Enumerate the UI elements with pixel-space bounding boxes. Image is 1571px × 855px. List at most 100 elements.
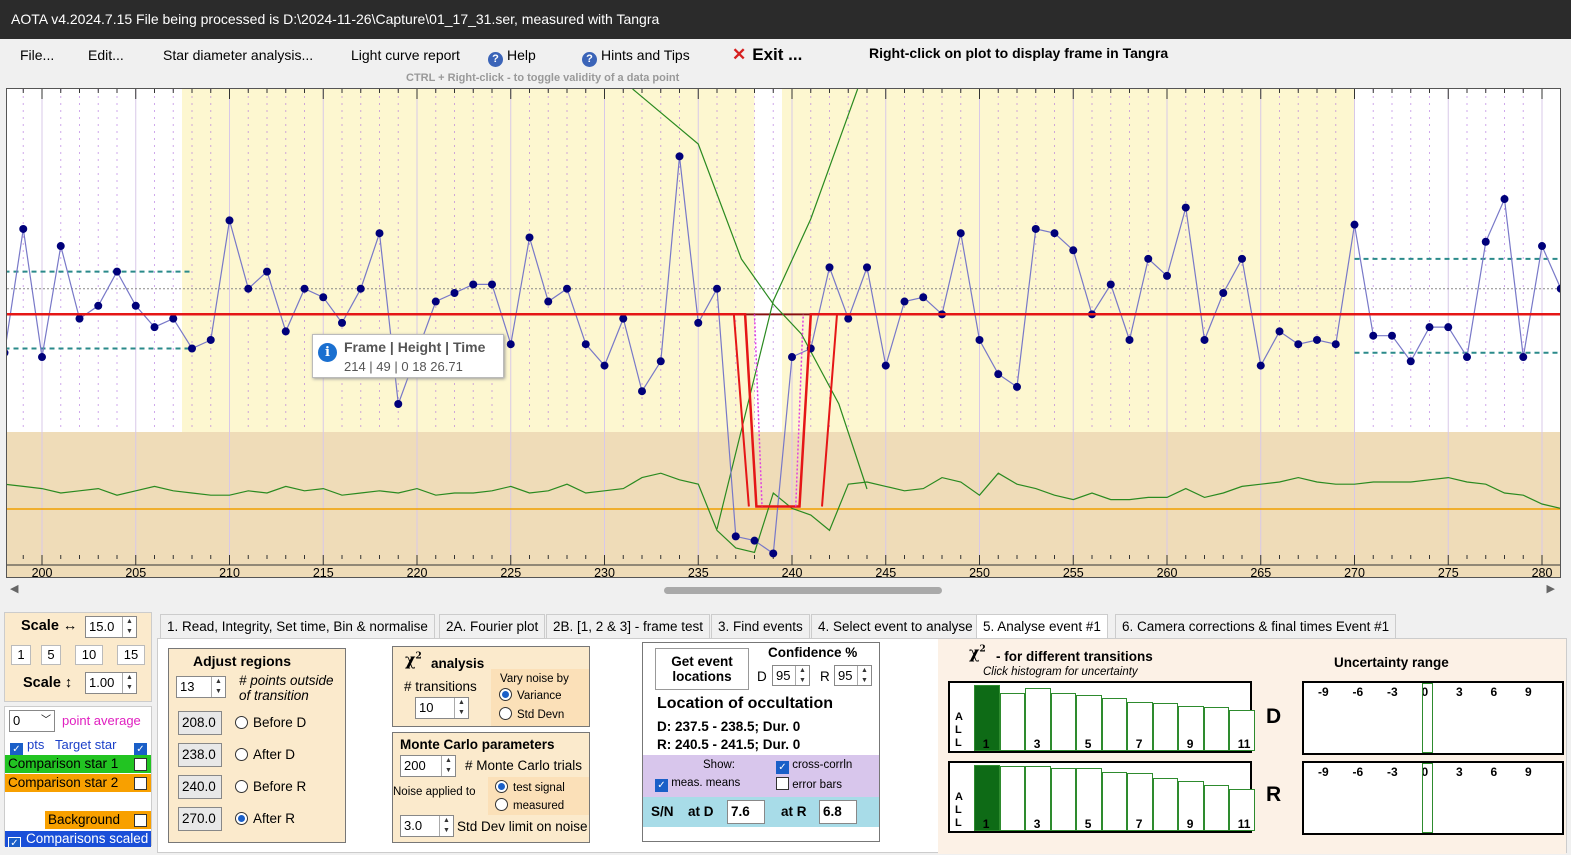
spin-arrows-icon[interactable]: ▲ ▼ <box>122 617 136 637</box>
histogram-bar[interactable] <box>1076 694 1102 751</box>
adjust-regions-box: Adjust regions 13 ▲ ▼ # points outside of … <box>168 648 346 843</box>
event-location-box: Get event locations Confidence % D 95 ▲ ▼ R… <box>642 642 880 842</box>
menu-edit[interactable]: Edit... <box>88 47 124 63</box>
transitions-input[interactable]: 10 ▲ ▼ <box>415 697 469 719</box>
target-star-checkbox[interactable]: ✓ <box>134 738 147 756</box>
std-devn-radio[interactable]: Std Devn <box>499 707 564 721</box>
comparison-star-1-checkbox[interactable] <box>134 757 147 772</box>
before-r-radio[interactable]: Before R <box>235 779 306 794</box>
histogram-bar[interactable] <box>999 692 1025 751</box>
chi2-transitions-title: - for different transitions <box>996 649 1153 664</box>
tooltip-value: 214 | 49 | 0 18 26.71 <box>344 359 463 374</box>
plot-scrollbar[interactable]: ◀ ▶ <box>6 580 1561 600</box>
menu-star-diameter[interactable]: Star diameter analysis... <box>163 47 314 63</box>
chi2-histogram-d[interactable]: A L L 1 3 5 7 9 11 <box>948 681 1255 753</box>
error-bars-checkbox[interactable]: error bars <box>776 777 842 791</box>
monte-carlo-trials-input[interactable]: 200 ▲ ▼ <box>400 755 456 777</box>
pts-checkbox[interactable]: ✓ <box>10 738 23 756</box>
exit-button[interactable]: ✕ Exit ... <box>732 45 802 65</box>
point-average-select[interactable]: 0 ﹀ <box>9 710 55 732</box>
data-point <box>1444 323 1453 332</box>
menu-light-curve-report[interactable]: Light curve report <box>351 47 460 63</box>
before-d-radio[interactable]: Before D <box>235 715 306 730</box>
spin-arrows-icon[interactable]: ▲ ▼ <box>795 666 809 685</box>
data-point <box>113 267 121 276</box>
histogram-bar[interactable] <box>1050 767 1076 831</box>
comparisons-scaled-row: ✓ Comparisons scaled <box>5 831 151 847</box>
histogram-bar[interactable] <box>1178 780 1204 831</box>
test-signal-radio[interactable]: test signal <box>495 780 565 794</box>
spin-arrows-icon[interactable]: ▲ ▼ <box>441 756 455 776</box>
background-checkbox[interactable] <box>134 813 147 828</box>
std-dev-limit-input[interactable]: 3.0 ▲ ▼ <box>400 815 454 837</box>
scale-v-input[interactable]: 1.00 ▲ ▼ <box>85 672 137 694</box>
after-r-radio[interactable]: After R <box>235 811 295 826</box>
get-event-locations-button[interactable]: Get event locations <box>655 648 749 690</box>
noise-applied-group: test signal measured <box>488 777 589 815</box>
spin-arrows-icon[interactable]: ▲ ▼ <box>857 666 871 685</box>
scale-preset-1[interactable]: 1 <box>11 645 31 665</box>
histogram-bar[interactable] <box>1127 701 1153 751</box>
histogram-bar[interactable] <box>1025 687 1051 751</box>
scroll-right-icon[interactable]: ▶ <box>1546 583 1555 595</box>
histogram-bar[interactable] <box>1101 698 1127 751</box>
comparisons-scaled-checkbox[interactable]: ✓ <box>8 832 21 847</box>
histogram-bar[interactable] <box>1178 706 1204 751</box>
tab-3[interactable]: 2B. [1, 2 & 3] - frame test <box>546 614 711 638</box>
spin-arrows-icon[interactable]: ▲ ▼ <box>439 816 453 836</box>
before-r-value[interactable]: 240.0 <box>178 775 222 799</box>
light-curve-plot[interactable]: 200 205 210 215 220 225 230 235 240 245 250 255 260 2… <box>6 88 1561 578</box>
histogram-bar[interactable] <box>1203 784 1229 831</box>
comparison-star-2-checkbox[interactable] <box>134 776 147 791</box>
spin-arrows-icon[interactable]: ▲ ▼ <box>454 698 468 718</box>
x-tick-label: 280 <box>1532 566 1553 578</box>
menu-hints-tips[interactable]: ? Hints and Tips <box>582 47 690 67</box>
menu-help[interactable]: ? Help <box>488 47 536 67</box>
tab-6[interactable]: 5. Analyse event #1 <box>976 614 1108 638</box>
scale-preset-10[interactable]: 10 <box>75 645 103 665</box>
x-tick-label: 270 <box>1344 566 1365 578</box>
spin-arrows-icon[interactable]: ▲ ▼ <box>211 677 225 697</box>
after-d-radio[interactable]: After D <box>235 747 295 762</box>
histogram-bar[interactable] <box>1076 767 1102 831</box>
histogram-bar[interactable] <box>999 766 1025 831</box>
menu-file[interactable]: File... <box>20 47 55 63</box>
tab-1[interactable]: 1. Read, Integrity, Set time, Bin & norm… <box>160 614 435 638</box>
light-curve-svg[interactable]: 200 205 210 215 220 225 230 235 240 245 250 255 260 2… <box>7 89 1561 578</box>
confidence-d-input[interactable]: 95 ▲ ▼ <box>772 665 810 686</box>
tab-2[interactable]: 2A. Fourier plot <box>439 614 546 638</box>
show-label: Show: <box>703 759 735 771</box>
scale-preset-5[interactable]: 5 <box>41 645 61 665</box>
scale-h-input[interactable]: 15.0 ▲ ▼ <box>85 616 137 638</box>
scroll-thumb[interactable] <box>664 587 942 594</box>
scroll-left-icon[interactable]: ◀ <box>10 583 19 595</box>
before-d-value[interactable]: 208.0 <box>178 711 222 735</box>
histogram-bar[interactable] <box>1152 778 1178 831</box>
chi2-histogram-r[interactable]: A L L 1 3 5 7 9 11 <box>948 761 1255 833</box>
histogram-bar[interactable] <box>1229 710 1255 751</box>
confidence-r-input[interactable]: 95 ▲ ▼ <box>834 665 872 686</box>
histogram-bar[interactable] <box>1152 703 1178 751</box>
cross-corrln-checkbox[interactable]: ✓ cross-corrln <box>776 759 852 774</box>
spin-arrows-icon[interactable]: ▲ ▼ <box>122 673 136 693</box>
data-point <box>694 318 703 327</box>
after-d-value[interactable]: 238.0 <box>178 743 222 767</box>
variance-radio[interactable]: Variance <box>499 688 562 702</box>
after-r-value[interactable]: 270.0 <box>178 807 222 831</box>
tab-5[interactable]: 4. Select event to analyse <box>811 614 980 638</box>
tab-4[interactable]: 3. Find events <box>711 614 810 638</box>
histogram-bar[interactable] <box>1101 771 1127 831</box>
data-point <box>169 314 178 323</box>
histogram-bar[interactable] <box>974 685 1000 751</box>
histogram-bar[interactable] <box>1203 707 1229 751</box>
histogram-bar[interactable] <box>1050 692 1076 751</box>
histogram-bar[interactable] <box>974 765 1000 831</box>
histogram-bar[interactable] <box>1025 766 1051 831</box>
histogram-bar[interactable] <box>1127 772 1153 831</box>
meas-means-checkbox[interactable]: ✓ meas. means <box>655 777 740 792</box>
scale-preset-15[interactable]: 15 <box>117 645 145 665</box>
points-outside-input[interactable]: 13 ▲ ▼ <box>176 676 226 698</box>
measured-radio[interactable]: measured <box>495 798 564 812</box>
histogram-bar[interactable] <box>1229 788 1255 831</box>
tab-7[interactable]: 6. Camera corrections & final times Even… <box>1115 614 1397 638</box>
